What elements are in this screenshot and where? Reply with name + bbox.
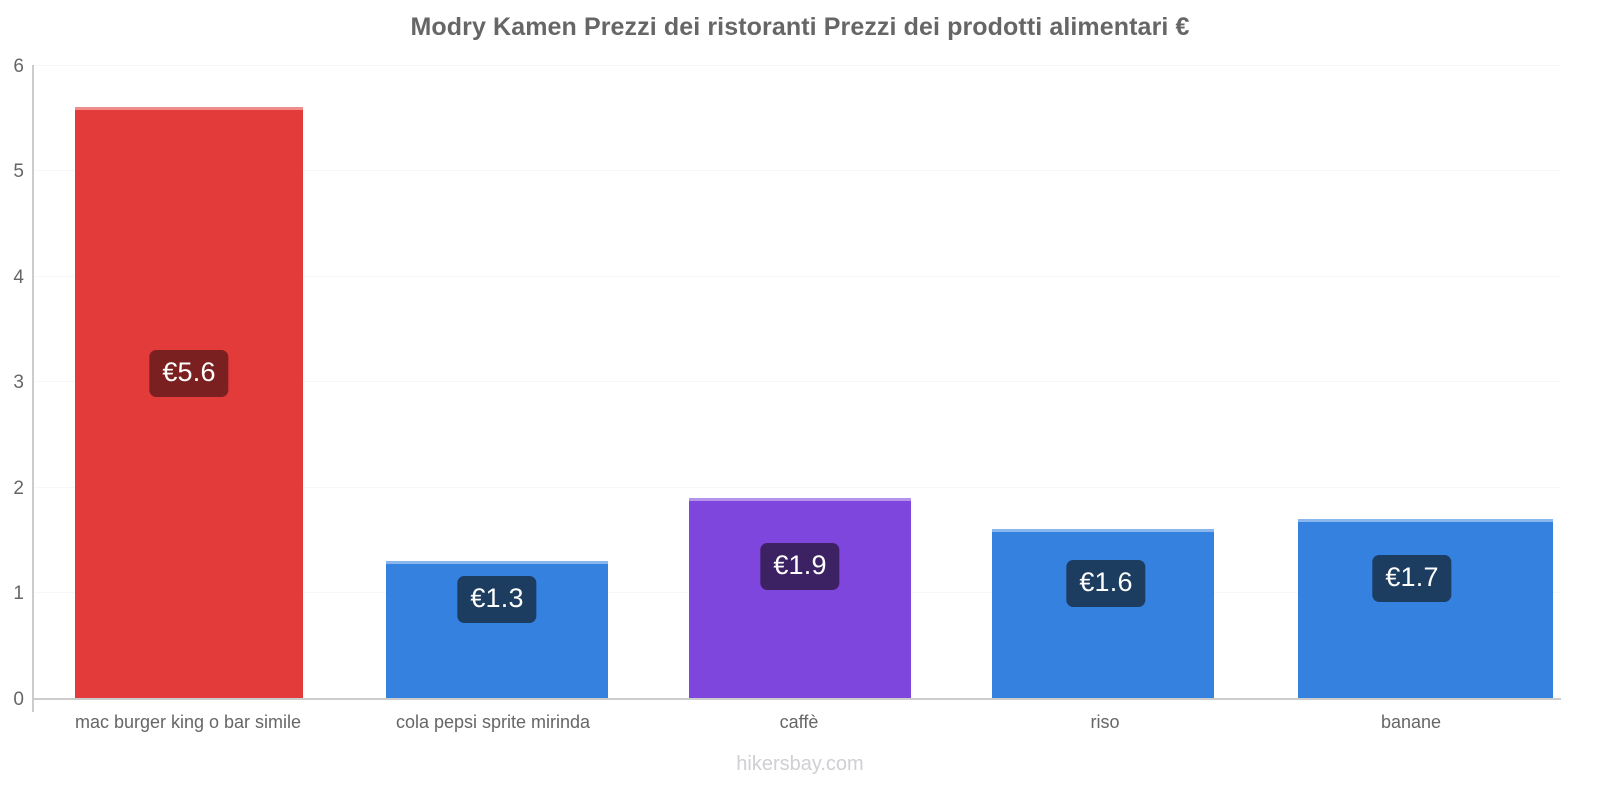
x-axis-line bbox=[33, 698, 1561, 700]
x-axis-start-tick bbox=[32, 698, 34, 712]
x-label-mac-burger-king-o-bar-simile: mac burger king o bar simile bbox=[74, 712, 302, 732]
y-tick-5: 5 bbox=[13, 161, 24, 182]
bar-top-highlight bbox=[386, 560, 608, 564]
page-title: Modry Kamen Prezzi dei ristoranti Prezzi… bbox=[410, 13, 1190, 41]
y-tick-2: 2 bbox=[13, 478, 24, 499]
value-label-riso: €1.6 bbox=[1066, 560, 1146, 607]
bar-mac-burger-king-o-bar-simile[interactable] bbox=[75, 107, 303, 698]
bar-top-highlight bbox=[1298, 518, 1553, 522]
value-label-cola-pepsi-sprite-mirinda: €1.3 bbox=[457, 576, 537, 623]
bar-top-highlight bbox=[689, 497, 911, 501]
plot-area bbox=[33, 65, 1561, 698]
bar-riso[interactable] bbox=[992, 529, 1214, 698]
gridline-5 bbox=[33, 170, 1561, 171]
y-axis-line bbox=[32, 65, 34, 699]
y-tick-0: 0 bbox=[13, 689, 24, 710]
y-tick-4: 4 bbox=[13, 267, 24, 288]
y-tick-6: 6 bbox=[13, 56, 24, 77]
x-label-cola-pepsi-sprite-mirinda: cola pepsi sprite mirinda bbox=[395, 712, 591, 732]
footer-credit: hikersbay.com bbox=[736, 753, 864, 775]
bar-top-highlight bbox=[992, 529, 1214, 533]
bar-top-highlight bbox=[75, 107, 303, 111]
x-label-banane: banane bbox=[1380, 712, 1442, 732]
gridline-2 bbox=[33, 487, 1561, 488]
bar-banane[interactable] bbox=[1298, 518, 1553, 698]
gridline-6 bbox=[33, 65, 1561, 66]
value-label-banane: €1.7 bbox=[1372, 555, 1452, 602]
x-label-caffe: caffè bbox=[779, 712, 819, 732]
value-label-mac-burger-king-o-bar-simile: €5.6 bbox=[149, 350, 229, 397]
y-tick-3: 3 bbox=[13, 372, 24, 393]
x-label-riso: riso bbox=[1090, 712, 1120, 732]
y-tick-1: 1 bbox=[13, 583, 24, 604]
value-label-caffe: €1.9 bbox=[760, 543, 840, 590]
gridline-4 bbox=[33, 276, 1561, 277]
gridline-3 bbox=[33, 381, 1561, 382]
bar-caffe[interactable] bbox=[689, 497, 911, 698]
